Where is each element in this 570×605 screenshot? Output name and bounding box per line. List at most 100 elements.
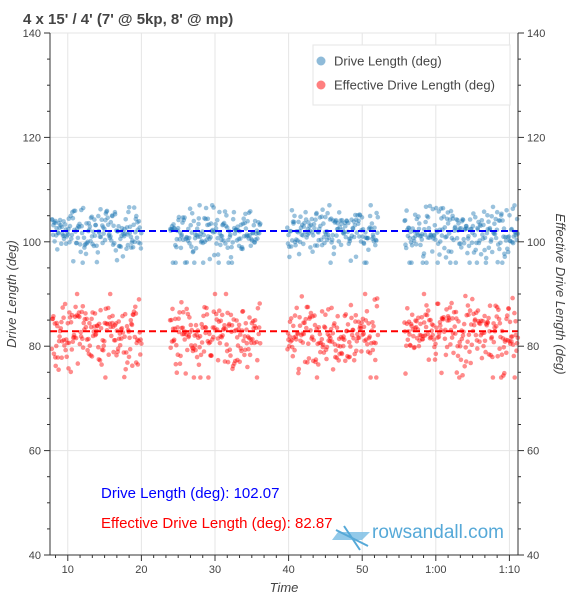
drive-length-point xyxy=(89,214,95,220)
effective-drive-length-point xyxy=(295,331,301,337)
effective-drive-length-point xyxy=(186,334,191,340)
effective-drive-length-point xyxy=(506,306,512,312)
drive-length-point xyxy=(486,245,492,251)
effective-drive-length-point xyxy=(72,314,78,320)
drive-length-point xyxy=(91,243,97,249)
effective-drive-length-point xyxy=(304,304,310,310)
drive-length-point xyxy=(358,239,364,244)
effective-drive-length-point xyxy=(320,344,326,350)
drive-length-point xyxy=(176,217,181,223)
effective-drive-length-point xyxy=(365,349,371,355)
effective-drive-length-point xyxy=(505,337,511,343)
drive-length-point xyxy=(353,254,359,260)
effective-drive-length-point xyxy=(477,339,482,345)
drive-length-point xyxy=(101,231,106,236)
effective-drive-length-point xyxy=(412,344,417,350)
drive-length-point xyxy=(292,239,298,245)
drive-length-point xyxy=(132,239,137,245)
drive-length-point xyxy=(433,205,439,211)
drive-length-point xyxy=(225,245,230,250)
drive-length-point xyxy=(501,226,507,231)
effective-drive-length-point xyxy=(509,339,514,344)
effective-drive-length-point xyxy=(236,322,242,328)
effective-drive-length-point xyxy=(345,353,350,359)
drive-length-point xyxy=(62,222,68,227)
drive-length-point xyxy=(330,232,336,238)
effective-drive-length-point xyxy=(93,331,99,337)
drive-length-point xyxy=(478,252,484,257)
x-tick-label: 1:00 xyxy=(425,564,446,576)
effective-drive-length-point xyxy=(309,336,314,341)
effective-drive-length-point xyxy=(286,344,292,349)
drive-length-point xyxy=(88,238,93,244)
drive-length-point xyxy=(369,226,374,231)
drive-length-point xyxy=(421,251,427,256)
drive-length-point xyxy=(208,221,214,226)
effective-drive-length-point xyxy=(457,344,463,349)
effective-drive-length-point xyxy=(349,332,355,338)
drive-length-point xyxy=(336,210,342,215)
drive-length-point xyxy=(65,232,71,237)
drive-length-point xyxy=(481,209,487,214)
drive-length-point xyxy=(248,243,254,249)
effective-drive-length-point xyxy=(177,310,182,315)
drive-length-point xyxy=(193,245,199,251)
effective-drive-length-point xyxy=(364,309,370,314)
effective-drive-length-point xyxy=(241,338,246,344)
effective-drive-length-point xyxy=(56,367,61,373)
drive-length-point xyxy=(258,221,263,226)
drive-length-point xyxy=(339,221,344,227)
drive-length-point xyxy=(71,208,77,214)
drive-length-point xyxy=(247,232,252,238)
effective-drive-length-point xyxy=(405,337,411,343)
effective-drive-length-point xyxy=(120,313,125,319)
effective-drive-length-point xyxy=(67,310,72,315)
effective-drive-length-point xyxy=(170,326,176,332)
drive-length-point xyxy=(297,228,302,234)
drive-length-point xyxy=(364,235,370,241)
drive-length-point xyxy=(118,236,123,242)
drive-length-point xyxy=(59,224,65,230)
effective-drive-length-point xyxy=(306,356,312,361)
effective-drive-length-point xyxy=(199,340,205,345)
drive-length-point xyxy=(447,217,453,222)
effective-drive-length-point xyxy=(512,375,517,380)
drive-length-point xyxy=(75,226,80,231)
drive-length-point xyxy=(473,247,479,253)
effective-drive-length-point xyxy=(64,354,69,360)
drive-length-point xyxy=(375,230,380,236)
effective-drive-length-point xyxy=(122,374,127,380)
legend-marker-effective-drive-length xyxy=(316,80,326,90)
y-tick-label-right: 40 xyxy=(527,550,539,562)
drive-length-point xyxy=(110,213,115,219)
effective-drive-length-point xyxy=(65,340,70,346)
drive-length-point xyxy=(460,217,466,223)
effective-drive-length-point xyxy=(252,323,257,329)
effective-drive-length-point xyxy=(355,331,360,337)
drive-length-point xyxy=(413,242,419,247)
effective-drive-length-point xyxy=(212,291,218,297)
drive-length-point xyxy=(465,250,470,256)
effective-drive-length-point xyxy=(110,313,115,319)
effective-drive-length-point xyxy=(507,319,513,325)
drive-length-point xyxy=(459,245,464,250)
effective-drive-length-point xyxy=(444,344,450,350)
effective-drive-length-point xyxy=(93,332,98,338)
effective-drive-length-point xyxy=(436,331,442,336)
effective-drive-length-point xyxy=(373,357,378,363)
effective-drive-length-point xyxy=(289,344,295,350)
effective-drive-length-point xyxy=(224,342,229,347)
effective-drive-length-point xyxy=(447,305,453,310)
effective-drive-length-point xyxy=(217,340,223,346)
effective-drive-length-point xyxy=(324,356,329,362)
y-axis-ticks: 40 40 60 60 80 80 100 100 120 120 140 140 xyxy=(23,28,546,562)
effective-drive-length-point xyxy=(369,340,374,346)
effective-drive-length-point xyxy=(294,305,300,311)
drive-length-point xyxy=(507,238,513,244)
drive-length-point xyxy=(130,238,135,243)
drive-length-point xyxy=(416,214,421,219)
drive-length-point xyxy=(61,236,67,242)
drive-length-point xyxy=(119,233,124,239)
drive-length-point xyxy=(409,243,415,248)
effective-drive-length-point xyxy=(355,335,361,341)
